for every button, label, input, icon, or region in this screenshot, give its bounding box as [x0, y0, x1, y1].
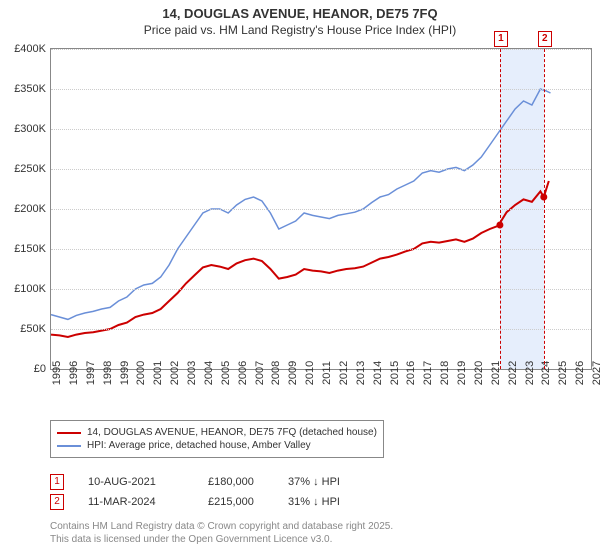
x-axis-label: 2012: [338, 361, 350, 385]
chart-container: 14, DOUGLAS AVENUE, HEANOR, DE75 7FQ Pri…: [0, 0, 600, 560]
legend-swatch-hpi: [57, 445, 81, 447]
x-axis-label: 2000: [135, 361, 147, 385]
y-axis-label: £350K: [1, 83, 46, 95]
series-hpi: [51, 89, 551, 319]
marker-vline: [544, 49, 545, 369]
marker-badge: 2: [538, 31, 552, 47]
x-axis-label: 2017: [422, 361, 434, 385]
x-axis-label: 1996: [68, 361, 80, 385]
x-axis-label: 2020: [473, 361, 485, 385]
x-axis-label: 2013: [355, 361, 367, 385]
legend-swatch-price: [57, 432, 81, 434]
footer-line2: This data is licensed under the Open Gov…: [50, 533, 393, 546]
x-axis-label: 2022: [507, 361, 519, 385]
gridline: [51, 169, 591, 170]
x-axis-label: 1999: [119, 361, 131, 385]
gridline: [51, 289, 591, 290]
legend-item-price: 14, DOUGLAS AVENUE, HEANOR, DE75 7FQ (de…: [57, 427, 377, 438]
y-axis-label: £400K: [1, 43, 46, 55]
footer-line1: Contains HM Land Registry data © Crown c…: [50, 520, 393, 533]
gridline: [51, 129, 591, 130]
y-axis-label: £50K: [1, 323, 46, 335]
sales-marker-1: 1: [50, 474, 64, 490]
y-axis-label: £0: [1, 363, 46, 375]
x-axis-label: 2008: [270, 361, 282, 385]
sales-price-1: £180,000: [208, 476, 288, 488]
x-axis-label: 1998: [102, 361, 114, 385]
gridline: [51, 209, 591, 210]
y-axis-label: £250K: [1, 163, 46, 175]
x-axis-label: 2003: [186, 361, 198, 385]
sales-date-1: 10-AUG-2021: [88, 476, 208, 488]
title-line1: 14, DOUGLAS AVENUE, HEANOR, DE75 7FQ: [0, 0, 600, 23]
legend-label-hpi: HPI: Average price, detached house, Ambe…: [87, 440, 311, 451]
x-axis-label: 2009: [287, 361, 299, 385]
sales-table: 1 10-AUG-2021 £180,000 37% ↓ HPI 2 11-MA…: [50, 470, 408, 514]
sales-price-2: £215,000: [208, 496, 288, 508]
title-line2: Price paid vs. HM Land Registry's House …: [0, 23, 600, 39]
x-axis-label: 1995: [51, 361, 63, 385]
sales-row: 2 11-MAR-2024 £215,000 31% ↓ HPI: [50, 494, 408, 510]
sales-date-2: 11-MAR-2024: [88, 496, 208, 508]
y-axis-label: £100K: [1, 283, 46, 295]
legend-item-hpi: HPI: Average price, detached house, Ambe…: [57, 440, 377, 451]
sales-delta-2: 31% ↓ HPI: [288, 496, 408, 508]
legend-label-price: 14, DOUGLAS AVENUE, HEANOR, DE75 7FQ (de…: [87, 427, 377, 438]
series-price_paid: [51, 181, 549, 337]
y-axis-label: £150K: [1, 243, 46, 255]
x-axis-label: 2005: [220, 361, 232, 385]
gridline: [51, 329, 591, 330]
sales-row: 1 10-AUG-2021 £180,000 37% ↓ HPI: [50, 474, 408, 490]
sales-delta-1: 37% ↓ HPI: [288, 476, 408, 488]
sales-marker-2: 2: [50, 494, 64, 510]
gridline: [51, 249, 591, 250]
x-axis-label: 2027: [591, 361, 600, 385]
x-axis-label: 2014: [372, 361, 384, 385]
x-axis-label: 2016: [405, 361, 417, 385]
footer: Contains HM Land Registry data © Crown c…: [50, 520, 393, 546]
plot-area: £0£50K£100K£150K£200K£250K£300K£350K£400…: [50, 48, 592, 370]
x-axis-label: 1997: [85, 361, 97, 385]
x-axis-label: 2018: [439, 361, 451, 385]
chart-title: 14, DOUGLAS AVENUE, HEANOR, DE75 7FQ Pri…: [0, 0, 600, 38]
x-axis-label: 2011: [321, 361, 333, 385]
legend: 14, DOUGLAS AVENUE, HEANOR, DE75 7FQ (de…: [50, 420, 384, 458]
x-axis-label: 2002: [169, 361, 181, 385]
marker-badge: 1: [494, 31, 508, 47]
x-axis-label: 2007: [254, 361, 266, 385]
x-axis-label: 2024: [540, 361, 552, 385]
x-axis-label: 2025: [557, 361, 569, 385]
x-axis-label: 2015: [389, 361, 401, 385]
x-axis-label: 2001: [152, 361, 164, 385]
y-axis-label: £200K: [1, 203, 46, 215]
x-axis-label: 2010: [304, 361, 316, 385]
x-axis-label: 2006: [237, 361, 249, 385]
gridline: [51, 49, 591, 50]
x-axis-label: 2023: [524, 361, 536, 385]
x-axis-label: 2004: [203, 361, 215, 385]
marker-vline: [500, 49, 501, 369]
x-axis-label: 2019: [456, 361, 468, 385]
y-axis-label: £300K: [1, 123, 46, 135]
x-axis-label: 2026: [574, 361, 586, 385]
gridline: [51, 89, 591, 90]
